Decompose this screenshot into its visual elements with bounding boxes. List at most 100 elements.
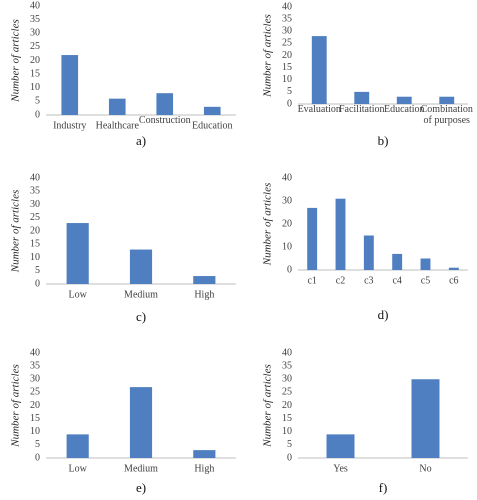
y-tick-label: 30	[282, 374, 292, 385]
y-tick-label: 20	[30, 400, 40, 411]
x-tick-label: c5	[421, 275, 430, 286]
x-tick-label: Construction	[139, 115, 191, 126]
x-tick-label: c3	[364, 275, 373, 286]
bar	[311, 36, 327, 104]
bar	[363, 235, 374, 270]
y-tick-label: 15	[30, 68, 40, 79]
y-tick-label: 0	[35, 452, 40, 463]
x-tick-label: Evaluation	[298, 104, 341, 115]
y-tick-label: 30	[30, 374, 40, 385]
y-tick-label: 0	[287, 98, 292, 109]
bar	[420, 258, 431, 270]
bar	[396, 96, 412, 104]
y-tick-label: 15	[282, 62, 292, 73]
y-tick-label: 20	[282, 50, 292, 61]
x-tick-label: Healthcare	[96, 120, 140, 131]
x-tick-label: Facilitation	[339, 104, 385, 115]
y-tick-label: 10	[30, 82, 40, 93]
x-tick-label: c1	[307, 275, 316, 286]
caption: d)	[378, 307, 389, 322]
y-tick-label: 35	[282, 360, 292, 371]
bar	[108, 98, 126, 115]
y-tick-label: 40	[282, 172, 292, 183]
y-tick-label: 25	[30, 41, 40, 52]
y-axis-label: Number of articles	[10, 19, 22, 103]
bar	[326, 434, 355, 458]
caption: c)	[136, 309, 146, 324]
y-tick-label: 5	[35, 265, 40, 276]
bar	[335, 198, 346, 270]
y-tick-label: 20	[30, 55, 40, 66]
bar	[411, 379, 440, 458]
y-tick-label: 35	[30, 186, 40, 197]
x-tick-label: c6	[449, 275, 458, 286]
caption: b)	[378, 133, 389, 148]
y-tick-label: 20	[30, 225, 40, 236]
x-tick-label: Medium	[124, 289, 158, 300]
x-tick-label: c2	[336, 275, 345, 286]
y-tick-label: 30	[282, 26, 292, 37]
x-tick-label: Education	[384, 104, 425, 115]
bar	[448, 267, 459, 270]
y-tick-label: 30	[30, 199, 40, 210]
x-tick-label: High	[194, 289, 214, 300]
bar	[354, 91, 370, 104]
y-tick-label: 10	[30, 426, 40, 437]
bar	[66, 434, 89, 458]
y-tick-label: 5	[287, 86, 292, 97]
y-tick-label: 40	[30, 0, 40, 11]
x-tick-label: Industry	[53, 120, 86, 131]
y-tick-label: 35	[282, 13, 292, 24]
y-tick-label: 40	[282, 347, 292, 358]
y-axis-label: Number of articles	[262, 364, 274, 448]
bar	[156, 93, 174, 115]
bar	[129, 249, 153, 284]
bar	[392, 253, 403, 270]
x-tick-label: Yes	[333, 463, 348, 474]
y-tick-label: 20	[282, 218, 292, 229]
y-tick-label: 0	[287, 452, 292, 463]
x-tick-label: Combination of purposes	[421, 104, 473, 126]
y-tick-label: 35	[30, 360, 40, 371]
x-tick-label: c4	[392, 275, 401, 286]
y-axis-label: Number of articles	[10, 364, 22, 448]
caption: e)	[136, 480, 146, 495]
y-tick-label: 35	[30, 14, 40, 25]
caption: a)	[136, 133, 146, 148]
x-tick-label: Low	[68, 289, 87, 300]
y-tick-label: 30	[30, 28, 40, 39]
y-tick-label: 10	[282, 74, 292, 85]
y-axis-label: Number of articles	[262, 14, 274, 98]
bar	[66, 223, 89, 284]
y-tick-label: 40	[30, 347, 40, 358]
y-tick-label: 15	[30, 413, 40, 424]
y-tick-label: 0	[35, 109, 40, 120]
bar	[129, 387, 153, 458]
x-tick-label: Education	[192, 120, 233, 131]
y-tick-label: 10	[282, 241, 292, 252]
x-tick-label: Medium	[124, 463, 158, 474]
y-tick-label: 40	[282, 1, 292, 12]
y-axis-label: Number of articles	[10, 190, 22, 274]
y-axis-label: Number of articles	[262, 183, 274, 267]
y-tick-label: 25	[282, 38, 292, 49]
y-tick-label: 30	[282, 195, 292, 206]
bar	[193, 450, 216, 458]
y-tick-label: 25	[282, 387, 292, 398]
y-tick-label: 0	[35, 278, 40, 289]
caption: f)	[379, 480, 388, 495]
y-tick-label: 0	[287, 264, 292, 275]
y-tick-label: 25	[30, 212, 40, 223]
y-tick-label: 15	[30, 239, 40, 250]
x-tick-label: High	[194, 463, 214, 474]
y-tick-label: 20	[282, 400, 292, 411]
bar	[61, 55, 79, 115]
bar	[193, 276, 216, 284]
x-tick-label: Low	[68, 463, 87, 474]
y-tick-label: 15	[282, 413, 292, 424]
x-tick-label: No	[419, 463, 431, 474]
y-tick-label: 25	[30, 387, 40, 398]
y-tick-label: 10	[30, 252, 40, 263]
y-tick-label: 40	[30, 172, 40, 183]
